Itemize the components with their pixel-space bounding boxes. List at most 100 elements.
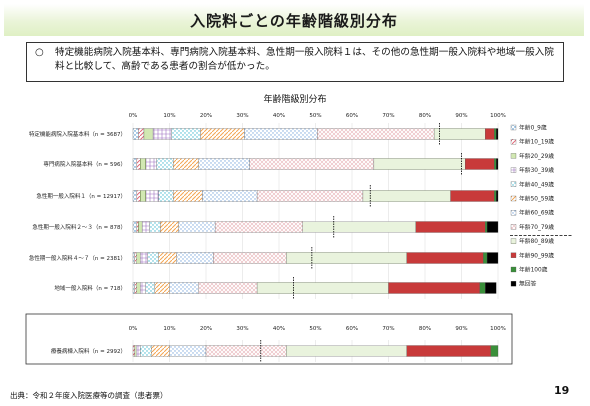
chart-legend: 年齢0_9歳年齢10_19歳年齢20_29歳年齢30_39歳年齢40_49歳年齢… [510, 124, 572, 288]
x-tick-label: 60% [346, 326, 358, 332]
bar-segment-11 [496, 190, 499, 202]
summary-box: ○ 特定機能病院入院基本料、専門病院入院基本料、急性期一般入院料１は、その他の急… [26, 42, 564, 82]
x-tick-label: 10% [163, 326, 175, 332]
bar-segment-8 [373, 158, 466, 170]
main-chart-plot: 0% 10% 20% 30% 40% 50% 60% 70% 80% 90% 100% 特定機能病院入… [29, 113, 506, 299]
bar-segment-6 [169, 345, 207, 357]
source-note: 出典：令和２年度入院医療等の調査（患者票） [10, 391, 168, 400]
bar-segment-4 [156, 158, 174, 170]
bar-segment-4 [140, 345, 152, 357]
x-tick-label: 50% [309, 326, 321, 332]
x-tick-label: 100% [490, 326, 506, 332]
bar-segment-4 [149, 221, 161, 233]
x-tick-label: 70% [382, 113, 394, 119]
bar-segment-11 [496, 158, 499, 170]
bar-segment-4 [147, 252, 159, 264]
bar-segment-1 [134, 282, 137, 294]
bar-segment-7 [205, 345, 287, 357]
summary-text: 特定機能病院入院基本料、専門病院入院基本料、急性期一般入院料１は、その他の急性期… [55, 47, 554, 72]
category-label: 急性期一般入院料２～３（n = 878） [32, 223, 126, 231]
bar-segment-10 [494, 190, 497, 202]
x-tick-label: 30% [236, 326, 248, 332]
bar-segment-7 [214, 221, 303, 233]
bar-segment-1 [134, 252, 137, 264]
legend-swatch [510, 181, 517, 187]
bar-segment-9 [406, 345, 491, 357]
bar-segment-0 [132, 128, 139, 140]
x-tick-label: 40% [273, 326, 285, 332]
bar-segment-7 [213, 252, 287, 264]
x-tick-label: 80% [419, 326, 431, 332]
bar-segment-7 [249, 158, 375, 170]
bar-segment-1 [136, 221, 139, 233]
category-label: 特定機能病院入院基本料（n = 3687） [29, 130, 126, 138]
bar-segment-3 [141, 221, 150, 233]
bar-segment-3 [145, 190, 159, 202]
legend-swatch [510, 167, 517, 173]
bar-segment-5 [200, 128, 245, 140]
bar-segment-8 [286, 252, 407, 264]
x-tick-label: 0% [129, 326, 138, 332]
category-label: 専門病院入院基本料（n = 596） [43, 160, 126, 168]
bar-segment-9 [406, 252, 484, 264]
bar-segment-3 [145, 158, 157, 170]
x-tick-label: 60% [346, 113, 358, 119]
bar-segment-6 [178, 221, 216, 233]
bar-segment-9 [415, 221, 486, 233]
bar-segment-2 [136, 252, 141, 264]
chart-title: 年齢階級別分布 [263, 95, 327, 105]
bar-segment-10 [494, 128, 497, 140]
bar-segment-5 [151, 345, 170, 357]
legend-swatch [510, 124, 517, 131]
legend-swatch [510, 238, 517, 244]
bar-segment-3 [140, 282, 146, 294]
x-tick-label: 90% [455, 326, 467, 332]
page-number: 19 [554, 384, 570, 397]
bar-segment-6 [198, 158, 250, 170]
category-label: 急性期一般入院料４～７（n = 2381） [29, 254, 126, 262]
legend-label: 年齢100歳 [519, 266, 548, 274]
bar-segment-0 [132, 252, 135, 264]
x-tick-label: 80% [419, 113, 431, 119]
bar-segment-5 [160, 221, 179, 233]
bar-segment-9 [464, 158, 495, 170]
bar-segment-10 [485, 221, 488, 233]
bar-segment-5 [172, 190, 203, 202]
bar-segment-6 [244, 128, 318, 140]
bar-segment-0 [132, 190, 137, 202]
legend-swatch [510, 153, 517, 159]
bar-segment-4 [171, 128, 201, 140]
bar-segment-6 [176, 252, 214, 264]
bar-segment-10 [490, 345, 499, 357]
x-tick-label: 100% [490, 113, 506, 119]
legend-swatch [510, 210, 517, 216]
bar-segment-10 [494, 158, 497, 170]
legend-label: 年齢60_69歳 [519, 209, 554, 217]
bar-segment-9 [450, 190, 495, 202]
bar-segment-2 [140, 158, 146, 170]
x-tick-label: 30% [236, 113, 248, 119]
bar-segment-8 [256, 282, 389, 294]
bar-segment-9 [485, 128, 495, 140]
bar-segment-2 [140, 190, 146, 202]
bar-segment-0 [132, 221, 137, 233]
bar-segment-3 [136, 345, 141, 357]
bar-segment-2 [138, 221, 143, 233]
bar-segment-5 [172, 158, 199, 170]
x-tick-label: 20% [200, 113, 212, 119]
legend-label: 年齢30_39歳 [519, 166, 554, 174]
bar-segment-1 [132, 345, 135, 357]
x-tick-label: 10% [163, 113, 175, 119]
category-label: 療養病棟入院料（n = 2992） [51, 347, 126, 355]
bar-segment-5 [158, 252, 177, 264]
bar-segment-1 [136, 158, 141, 170]
bar-segment-4 [158, 190, 174, 202]
bar-segment-11 [496, 128, 499, 140]
legend-label: 年齢40_49歳 [519, 180, 554, 188]
bar-segment-11 [485, 282, 497, 294]
bar-segment-11 [486, 252, 499, 264]
inset-chart-plot: 0% 10% 20% 30% 40% 50% 60% 70% 80% 90% 100% 療養病棟入院料… [51, 326, 506, 362]
x-tick-label: 70% [382, 326, 394, 332]
bar-segment-2 [136, 282, 141, 294]
